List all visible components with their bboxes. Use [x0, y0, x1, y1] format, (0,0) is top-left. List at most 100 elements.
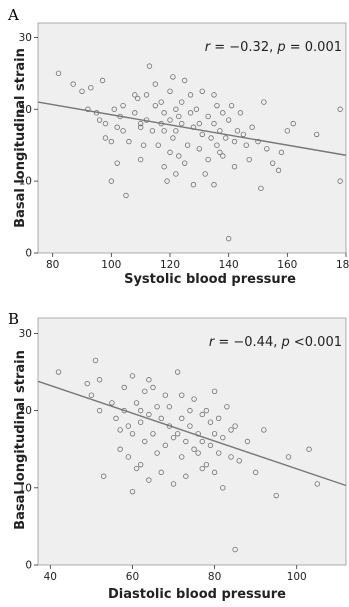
data-point [158, 120, 164, 127]
data-point [117, 113, 123, 120]
x-tick-label: 100 [287, 571, 307, 583]
data-point [187, 423, 193, 429]
data-point [108, 178, 115, 184]
data-point [167, 88, 173, 94]
data-point [137, 419, 144, 425]
data-point [183, 473, 189, 479]
data-point [96, 117, 103, 123]
data-point [166, 423, 173, 429]
x-tick-label: 180 [336, 259, 349, 271]
data-point [214, 102, 220, 109]
data-point [244, 438, 251, 445]
y-axis-title: Basal longitudinal strain [13, 350, 28, 530]
data-point [285, 454, 292, 460]
data-point [261, 427, 267, 433]
data-point [179, 120, 185, 127]
data-point [109, 400, 115, 406]
data-point [190, 182, 197, 188]
data-point [85, 106, 91, 112]
data-point [261, 99, 267, 105]
data-point [234, 128, 241, 134]
data-point [161, 128, 167, 134]
data-point [170, 434, 177, 441]
data-point [179, 99, 185, 105]
x-tick-label: 100 [101, 259, 121, 271]
data-point [162, 392, 169, 398]
data-point [114, 124, 120, 130]
data-point [176, 153, 182, 159]
data-point [196, 120, 203, 127]
data-point [167, 117, 173, 123]
data-point [174, 369, 181, 375]
data-point [217, 128, 223, 134]
data-point [275, 167, 282, 174]
data-point [154, 450, 160, 456]
data-point [187, 92, 194, 98]
data-point [154, 404, 160, 410]
data-point [170, 135, 176, 141]
panel-a: A 0 10 20 30 80 100 120 140 160 180 r = −0.32, p = … [7, 6, 349, 287]
panel-label: B [8, 310, 19, 328]
x-axis-title: Systolic blood pressure [124, 272, 296, 287]
data-point [132, 92, 138, 98]
data-point [125, 423, 132, 429]
data-point [146, 411, 152, 418]
data-point [123, 192, 129, 199]
correlation-annotation: r = −0.44, p <0.001 [209, 335, 342, 350]
data-point [187, 407, 193, 414]
data-point [158, 99, 164, 105]
data-point [70, 81, 76, 87]
data-point [158, 469, 164, 476]
data-point [337, 178, 343, 184]
x-axis-title: Diastolic blood pressure [108, 587, 286, 602]
data-point [208, 135, 214, 141]
data-point [183, 438, 189, 445]
data-point [225, 235, 232, 242]
data-point [314, 481, 320, 487]
data-point [101, 473, 107, 479]
data-point [133, 400, 140, 406]
data-point [55, 70, 62, 77]
data-point [117, 446, 123, 452]
data-point [207, 419, 214, 425]
data-point [161, 164, 167, 170]
data-point [143, 117, 150, 123]
data-point [249, 124, 255, 130]
data-point [195, 431, 201, 437]
data-point [220, 153, 226, 159]
data-point [264, 146, 270, 152]
data-point [284, 128, 291, 134]
data-point [99, 77, 106, 84]
y-tick-label: 30 [19, 32, 32, 44]
data-point [337, 106, 343, 112]
data-point [96, 377, 103, 383]
data-point [174, 431, 181, 437]
data-point [232, 423, 238, 429]
data-point [120, 128, 126, 134]
data-point [243, 142, 249, 148]
data-point [176, 113, 182, 120]
data-point [170, 74, 176, 80]
data-point [133, 465, 140, 472]
data-point [161, 110, 167, 116]
data-point [181, 77, 188, 84]
panel-label: A [7, 6, 19, 24]
data-point [79, 88, 85, 94]
data-point [240, 131, 247, 138]
data-point [129, 488, 136, 495]
data-point [121, 384, 127, 391]
data-point [237, 110, 244, 116]
correlation-annotation: r = −0.32, p = 0.001 [205, 40, 342, 55]
data-point [269, 160, 276, 166]
data-point [290, 120, 296, 127]
data-point [231, 164, 238, 170]
data-point [220, 434, 226, 441]
panel-b: B 0 10 20 30 40 60 80 100 r = −0.44, p <0.001 Dias… [8, 310, 347, 602]
data-point [193, 106, 200, 112]
data-point [184, 142, 191, 148]
data-point [215, 415, 222, 422]
data-point [146, 477, 152, 483]
data-point [224, 404, 230, 410]
data-point [129, 431, 136, 437]
